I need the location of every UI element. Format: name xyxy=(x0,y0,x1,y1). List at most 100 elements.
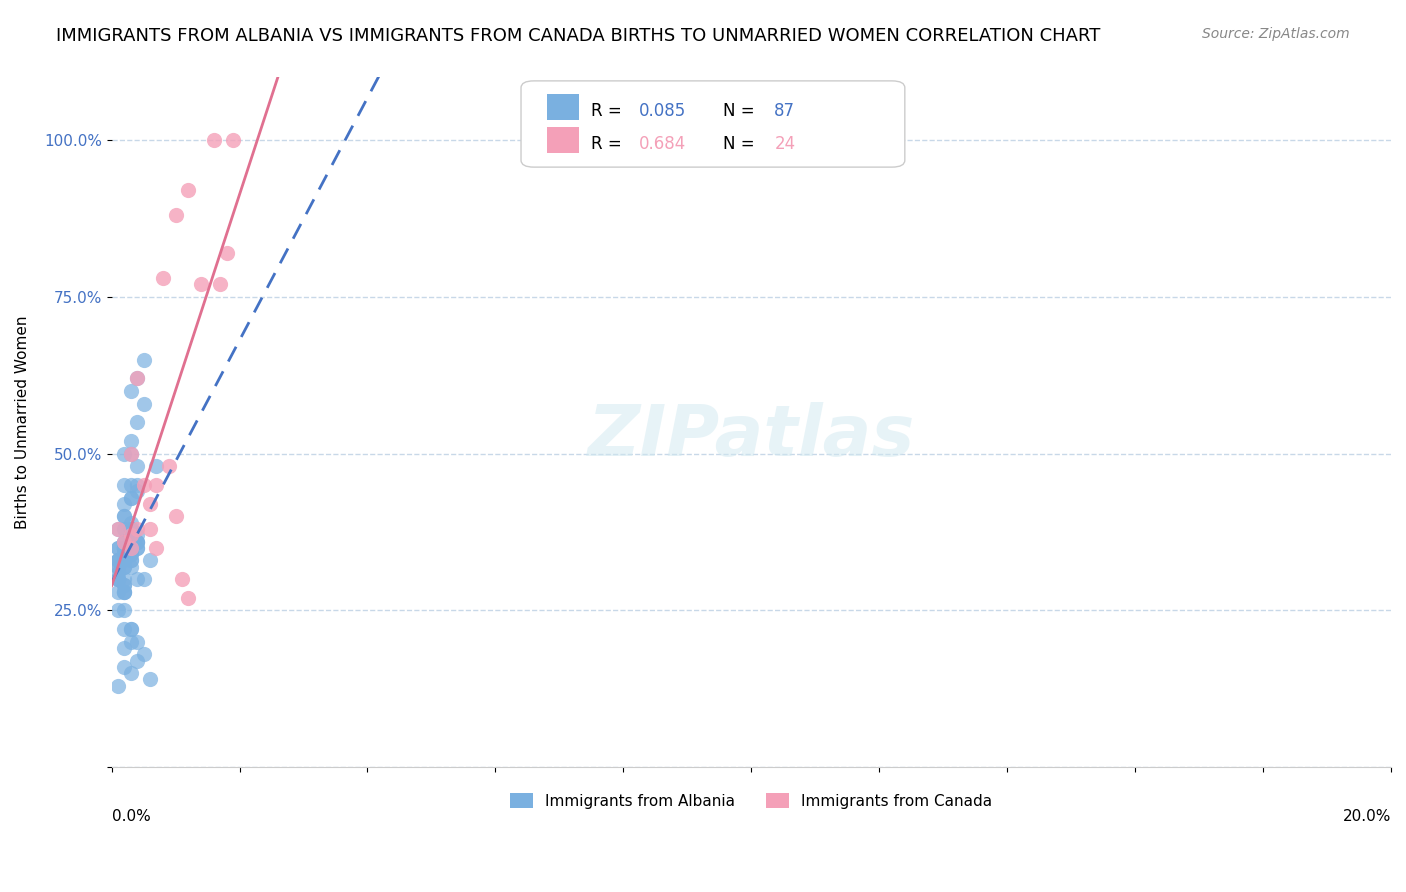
Point xyxy=(139,673,162,687)
FancyBboxPatch shape xyxy=(522,81,905,167)
Point xyxy=(120,635,142,649)
Point xyxy=(132,478,155,492)
Point xyxy=(120,491,142,505)
Y-axis label: Births to Unmarried Women: Births to Unmarried Women xyxy=(15,316,30,529)
Point xyxy=(112,584,135,599)
Point xyxy=(127,635,149,649)
Point xyxy=(145,459,167,474)
Text: N =: N = xyxy=(723,135,761,153)
Point xyxy=(127,371,149,385)
Point xyxy=(127,654,149,668)
Point xyxy=(120,541,142,555)
Point xyxy=(215,246,238,260)
Point xyxy=(177,591,200,605)
Point xyxy=(177,183,200,197)
Point xyxy=(209,277,232,292)
Point xyxy=(202,133,225,147)
Point xyxy=(157,459,180,474)
Point xyxy=(120,447,142,461)
Point xyxy=(112,622,135,636)
Point xyxy=(107,572,129,586)
Point xyxy=(132,572,155,586)
Point xyxy=(112,541,135,555)
Point xyxy=(112,534,135,549)
Point xyxy=(120,541,142,555)
Point xyxy=(112,660,135,674)
Text: IMMIGRANTS FROM ALBANIA VS IMMIGRANTS FROM CANADA BIRTHS TO UNMARRIED WOMEN CORR: IMMIGRANTS FROM ALBANIA VS IMMIGRANTS FR… xyxy=(56,27,1101,45)
Point xyxy=(120,541,142,555)
Point xyxy=(120,553,142,567)
Point xyxy=(107,522,129,536)
Point xyxy=(127,478,149,492)
Point xyxy=(112,478,135,492)
Point xyxy=(145,478,167,492)
Point xyxy=(165,208,187,222)
Text: 24: 24 xyxy=(775,135,796,153)
Point xyxy=(112,641,135,656)
Point xyxy=(112,509,135,524)
Point xyxy=(127,415,149,429)
Point xyxy=(107,522,129,536)
Point xyxy=(107,572,129,586)
Point xyxy=(132,648,155,662)
Text: 0.0%: 0.0% xyxy=(111,809,150,823)
Point xyxy=(107,559,129,574)
Point xyxy=(145,541,167,555)
Point xyxy=(190,277,212,292)
Point xyxy=(127,484,149,499)
Text: ZIPatlas: ZIPatlas xyxy=(588,401,915,471)
Point xyxy=(112,603,135,617)
Point xyxy=(107,553,129,567)
Point xyxy=(112,497,135,511)
Point xyxy=(120,491,142,505)
Point xyxy=(127,522,149,536)
Point xyxy=(127,528,149,542)
Point xyxy=(112,509,135,524)
Point xyxy=(132,396,155,410)
Point xyxy=(120,384,142,398)
Point xyxy=(165,509,187,524)
Point xyxy=(127,534,149,549)
Point xyxy=(127,459,149,474)
Point xyxy=(120,553,142,567)
Point xyxy=(107,553,129,567)
Point xyxy=(139,553,162,567)
Point xyxy=(112,578,135,592)
Point xyxy=(120,622,142,636)
Point xyxy=(127,541,149,555)
Point xyxy=(120,447,142,461)
Point xyxy=(107,679,129,693)
Point xyxy=(112,559,135,574)
Point xyxy=(120,528,142,542)
Point xyxy=(112,547,135,561)
Point xyxy=(120,547,142,561)
Point xyxy=(107,541,129,555)
Text: 87: 87 xyxy=(775,102,796,120)
Point xyxy=(139,497,162,511)
Point xyxy=(120,522,142,536)
Point xyxy=(112,541,135,555)
Point xyxy=(112,534,135,549)
Point xyxy=(112,584,135,599)
Point xyxy=(112,534,135,549)
Point xyxy=(112,541,135,555)
Point xyxy=(170,572,193,586)
Point xyxy=(107,541,129,555)
Point xyxy=(139,522,162,536)
Point xyxy=(112,578,135,592)
Point xyxy=(127,534,149,549)
Text: R =: R = xyxy=(592,135,627,153)
Point xyxy=(132,352,155,367)
Point xyxy=(120,516,142,530)
Point xyxy=(107,553,129,567)
Point xyxy=(120,478,142,492)
Text: 0.085: 0.085 xyxy=(638,102,686,120)
Point xyxy=(120,528,142,542)
Point xyxy=(120,522,142,536)
Point xyxy=(222,133,245,147)
Text: 0.684: 0.684 xyxy=(638,135,686,153)
Point xyxy=(120,559,142,574)
Text: N =: N = xyxy=(723,102,761,120)
Point xyxy=(120,434,142,449)
Point xyxy=(127,534,149,549)
